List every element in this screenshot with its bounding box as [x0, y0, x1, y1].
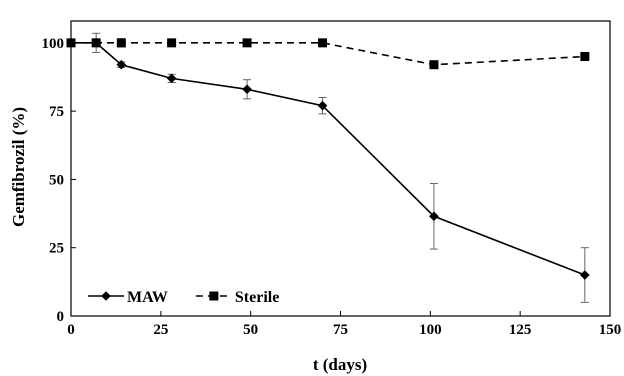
y-tick-label: 50 — [49, 172, 64, 188]
x-tick-label: 75 — [333, 322, 348, 338]
data-point-sterile — [167, 38, 177, 48]
data-point-sterile — [242, 38, 252, 48]
y-tick-label: 100 — [42, 36, 65, 52]
series-line-maw — [71, 42, 586, 276]
data-point-maw — [429, 211, 439, 222]
data-point-maw — [166, 73, 177, 84]
data-point-sterile — [429, 60, 439, 70]
y-tick-label: 0 — [57, 309, 65, 325]
x-tick-label: 0 — [67, 322, 75, 338]
data-point-maw — [242, 84, 252, 95]
legend-label-maw: MAW — [127, 289, 168, 306]
data-point-maw — [317, 100, 328, 111]
x-tick-label: 50 — [243, 322, 258, 338]
series-line-sterile — [71, 42, 585, 66]
x-tick-label: 25 — [153, 322, 168, 338]
data-point-sterile — [580, 52, 590, 62]
y-tick-label: 75 — [49, 104, 64, 120]
data-point-sterile — [116, 38, 126, 48]
y-axis-title: Gemfibrozil (%) — [9, 107, 28, 227]
x-tick-label: 125 — [509, 322, 532, 338]
data-point-maw — [116, 59, 127, 70]
legend-label-sterile: Sterile — [235, 289, 279, 306]
legend-marker-sterile — [209, 291, 219, 301]
y-tick-label: 25 — [49, 241, 64, 257]
x-tick-label: 100 — [419, 322, 442, 338]
data-point-maw — [580, 270, 590, 280]
x-tick-label: 150 — [599, 322, 622, 338]
legend-marker-maw — [101, 291, 111, 301]
data-point-sterile — [66, 38, 76, 48]
data-point-sterile — [91, 38, 101, 48]
x-axis-title: t (days) — [313, 355, 367, 374]
plot-frame — [70, 20, 611, 317]
data-point-sterile — [318, 38, 328, 48]
